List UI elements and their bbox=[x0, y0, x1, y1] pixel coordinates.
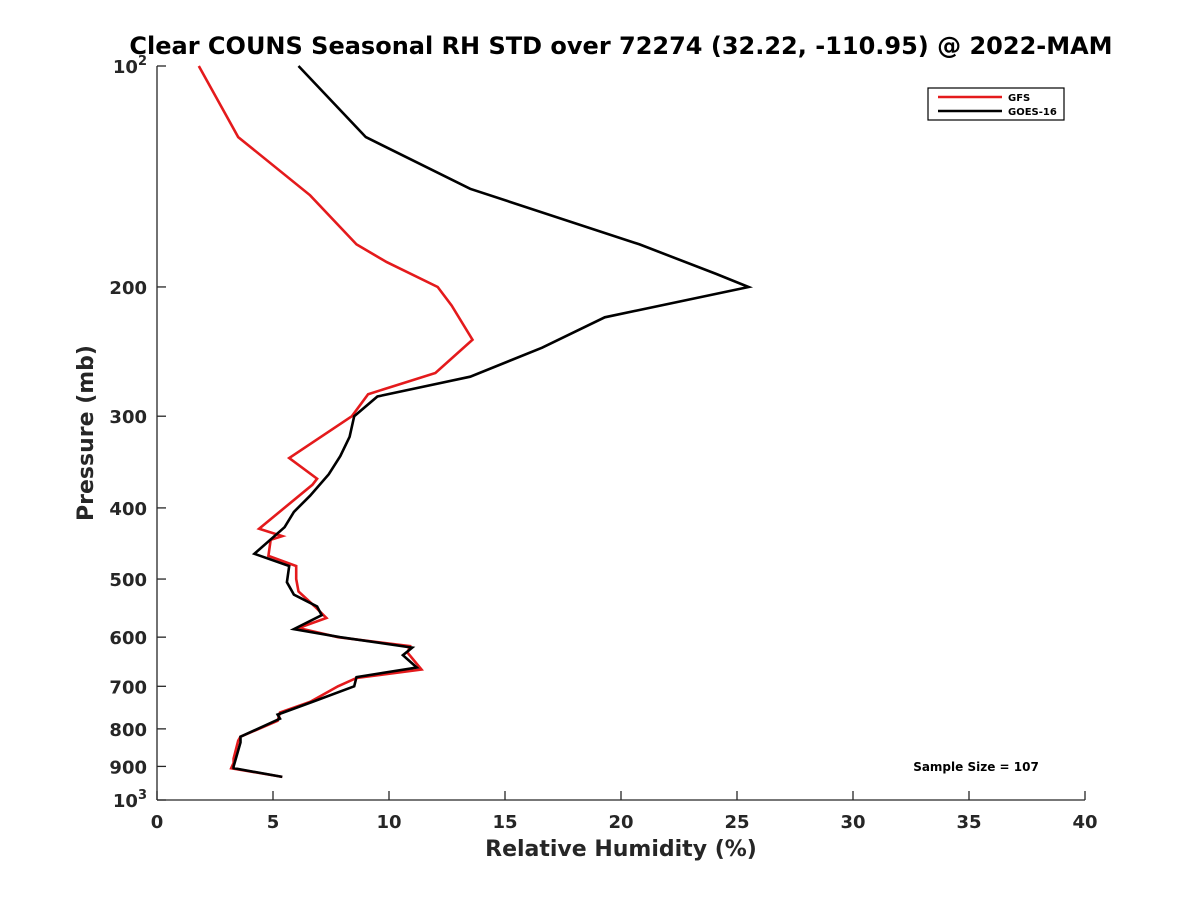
y-tick-label: 200 bbox=[109, 278, 147, 299]
x-tick-label: 5 bbox=[267, 812, 280, 833]
y-tick-label: 102 bbox=[113, 54, 147, 78]
x-tick-label: 40 bbox=[1072, 812, 1097, 833]
x-tick-label: 25 bbox=[724, 812, 749, 833]
x-tick-label: 35 bbox=[956, 812, 981, 833]
sample-size-annotation: Sample Size = 107 bbox=[913, 760, 1039, 774]
x-tick-label: 10 bbox=[376, 812, 401, 833]
y-tick-label: 800 bbox=[109, 720, 147, 741]
y-tick-label: 700 bbox=[109, 677, 147, 698]
x-tick-label: 30 bbox=[840, 812, 865, 833]
y-axis-label: Pressure (mb) bbox=[74, 345, 99, 521]
y-tick-label: 300 bbox=[109, 407, 147, 428]
y-tick-label: 600 bbox=[109, 628, 147, 649]
y-axis: 102 200 300 400 500 600 700 800 900 103 bbox=[109, 54, 166, 812]
y-tick-label: 103 bbox=[113, 788, 147, 812]
legend: GFS GOES-16 bbox=[927, 87, 1065, 121]
x-axis: 0 5 10 15 20 25 30 35 40 bbox=[151, 791, 1098, 833]
legend-label-gfs: GFS bbox=[1008, 93, 1030, 104]
y-tick-label: 500 bbox=[109, 570, 147, 591]
plot-lines bbox=[197, 65, 754, 779]
y-tick-label: 400 bbox=[109, 499, 147, 520]
x-axis-label: Relative Humidity (%) bbox=[485, 837, 757, 862]
x-tick-label: 0 bbox=[151, 812, 164, 833]
y-tick-label: 900 bbox=[109, 757, 147, 778]
legend-box bbox=[927, 87, 1065, 121]
x-tick-label: 20 bbox=[608, 812, 633, 833]
legend-label-goes16: GOES-16 bbox=[1008, 107, 1057, 118]
series-line-goes16 bbox=[232, 65, 754, 779]
chart-title: Clear COUNS Seasonal RH STD over 72274 (… bbox=[129, 32, 1112, 60]
x-tick-label: 15 bbox=[492, 812, 517, 833]
